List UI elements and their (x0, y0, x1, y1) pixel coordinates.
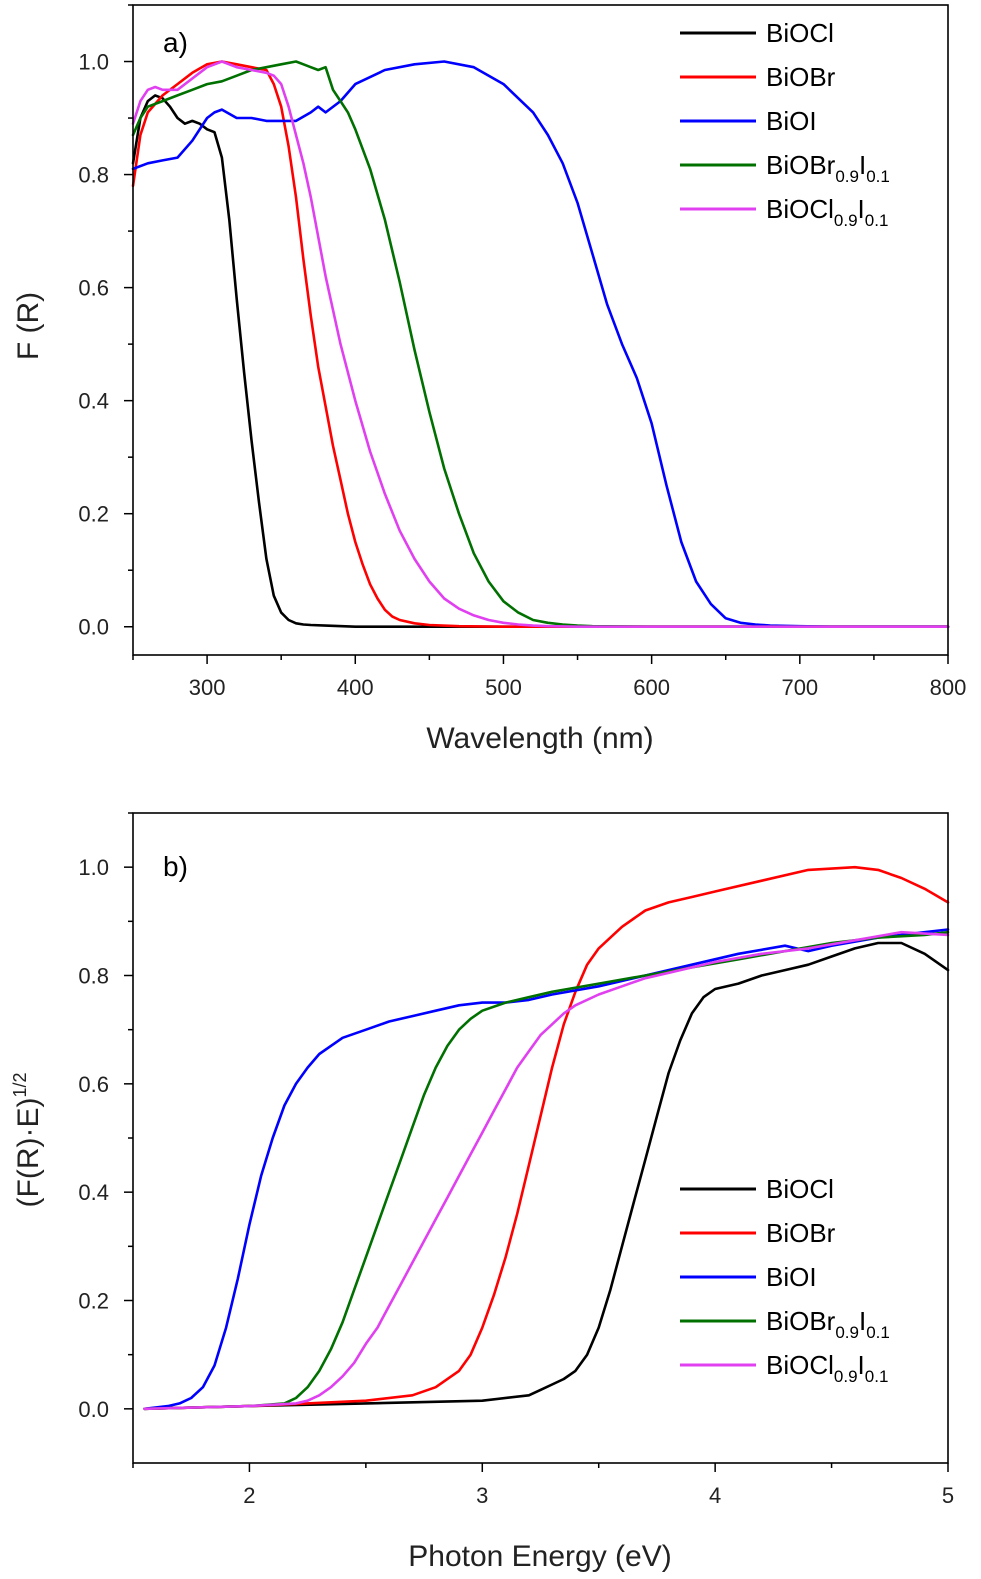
panel-b-legend-label-part: 0.1 (865, 1367, 889, 1386)
panel-a-x-tick-label-3: 600 (633, 675, 670, 700)
panel-a-y-axis-label: F (R) (12, 292, 45, 360)
panel-b-legend-label-1: BiOBr (766, 1218, 836, 1248)
panel-b-y-axis-label: (F(R)·E)1/2 (10, 1073, 45, 1208)
panel-b-legend-label-part: 0.9 (835, 1323, 859, 1342)
panel-a-legend-label-1: BiOBr (766, 62, 836, 92)
panel-a-label: a) (163, 27, 188, 58)
panel-b-legend-label-part: BiOCl (766, 1174, 834, 1204)
panel-a-legend-label-part: BiOBr (766, 150, 836, 180)
panel-b-y-tick-label-2: 0.4 (78, 1180, 109, 1205)
panel-a-ticks: 300 400 500 600 700 800 0.0 0.2 0.4 0.6 0.8 1.0 (78, 4, 967, 700)
panel-b-y-axis-label-main: (F(R)·E) (12, 1098, 45, 1208)
panel-b-label: b) (163, 851, 188, 882)
panel-b-y-axis-label-sup: 1/2 (10, 1073, 30, 1098)
panel-b-x-tick-label-3: 5 (942, 1483, 954, 1508)
panel-b-series-line-4 (143, 930, 950, 1411)
panel-a-legend-label-part: BiOCl (766, 18, 834, 48)
panel-b-y-tick-label-0: 0.0 (78, 1397, 109, 1422)
panel-b-y-tick-label-1: 0.2 (78, 1289, 109, 1314)
panel-b-legend-label-part: BiOCl (766, 1350, 834, 1380)
panel-a-legend-label-4: BiOCl0.9I0.1 (766, 194, 888, 230)
panel-b-series-line-0 (143, 941, 950, 1411)
panel-a-legend-label-part: I (859, 150, 866, 180)
panel-b-legend-label-part: I (859, 1306, 866, 1336)
panel-a-legend-label-0: BiOCl (766, 18, 834, 48)
panel-b-legend-label-part: BiOI (766, 1262, 817, 1292)
panel-a-series-line-2 (131, 60, 950, 629)
panel-a-lines (131, 60, 950, 629)
panel-a-series-line-1 (131, 60, 950, 629)
panel-b-x-tick-label-2: 4 (709, 1483, 721, 1508)
panel-b-legend-label-part: 0.1 (866, 1323, 890, 1342)
panel-b-legend-label-4: BiOCl0.9I0.1 (766, 1350, 888, 1386)
panel-a-y-tick-label-5: 1.0 (78, 50, 109, 75)
panel-b-legend-label-3: BiOBr0.9I0.1 (766, 1306, 890, 1342)
panel-a-legend-label-part: I (858, 194, 865, 224)
panel-a-legend-label-3: BiOBr0.9I0.1 (766, 150, 890, 186)
panel-a-y-tick-label-2: 0.4 (78, 389, 109, 414)
panel-b-x-tick-label-0: 2 (243, 1483, 255, 1508)
panel-a-x-tick-label-5: 800 (930, 675, 967, 700)
panel-b-y-tick-label-4: 0.8 (78, 964, 109, 989)
panel-a-legend-label-part: BiOBr (766, 62, 836, 92)
panel-a-x-tick-label-0: 300 (189, 675, 226, 700)
panel-a-legend-label-part: 0.9 (834, 211, 858, 230)
panel-a-y-tick-label-0: 0.0 (78, 615, 109, 640)
panel-a-y-tick-label-4: 0.8 (78, 163, 109, 188)
panel-a-x-tick-label-2: 500 (485, 675, 522, 700)
panel-a-series-line-4 (131, 60, 950, 629)
panel-b-series-line-3 (143, 930, 950, 1411)
panel-a-x-tick-label-4: 700 (781, 675, 818, 700)
panel-b-ticks: 2 3 4 5 0.0 0.2 0.4 0.6 0.8 1.0 (78, 812, 954, 1508)
panel-a-y-tick-label-3: 0.6 (78, 276, 109, 301)
panel-a-series-line-0 (131, 94, 950, 629)
panel-a-series-line-3 (131, 60, 950, 629)
panel-b-series-line-1 (143, 865, 950, 1411)
panel-a-legend-label-part: 0.9 (835, 167, 859, 186)
panel-b-x-axis-label: Photon Energy (eV) (408, 1540, 671, 1573)
panel-a-legend-label-part: BiOCl (766, 194, 834, 224)
panel-b-lines (143, 865, 950, 1411)
panel-b-legend-label-2: BiOI (766, 1262, 817, 1292)
panel-a-legend-label-2: BiOI (766, 106, 817, 136)
panel-b-y-tick-label-5: 1.0 (78, 855, 109, 880)
panel-b-legend-label-0: BiOCl (766, 1174, 834, 1204)
panel-b: 2 3 4 5 0.0 0.2 0.4 0.6 0.8 1.0 b) Photon Energy … (10, 812, 954, 1573)
panel-a-legend-label-part: 0.1 (866, 167, 890, 186)
panel-a-x-axis-label: Wavelength (nm) (426, 722, 653, 755)
panel-b-y-tick-label-3: 0.6 (78, 1072, 109, 1097)
panel-b-legend-label-part: I (858, 1350, 865, 1380)
panel-a-x-tick-label-1: 400 (337, 675, 374, 700)
panel-b-legend-label-part: BiOBr (766, 1306, 836, 1336)
panel-b-legend-label-part: BiOBr (766, 1218, 836, 1248)
panel-a-legend-label-part: BiOI (766, 106, 817, 136)
panel-a-frame (132, 4, 949, 656)
panel-a-legend-label-part: 0.1 (865, 211, 889, 230)
panel-b-legend-label-part: 0.9 (834, 1367, 858, 1386)
panel-b-x-tick-label-1: 3 (476, 1483, 488, 1508)
panel-b-series-line-2 (143, 928, 950, 1411)
panel-a-y-tick-label-1: 0.2 (78, 502, 109, 527)
